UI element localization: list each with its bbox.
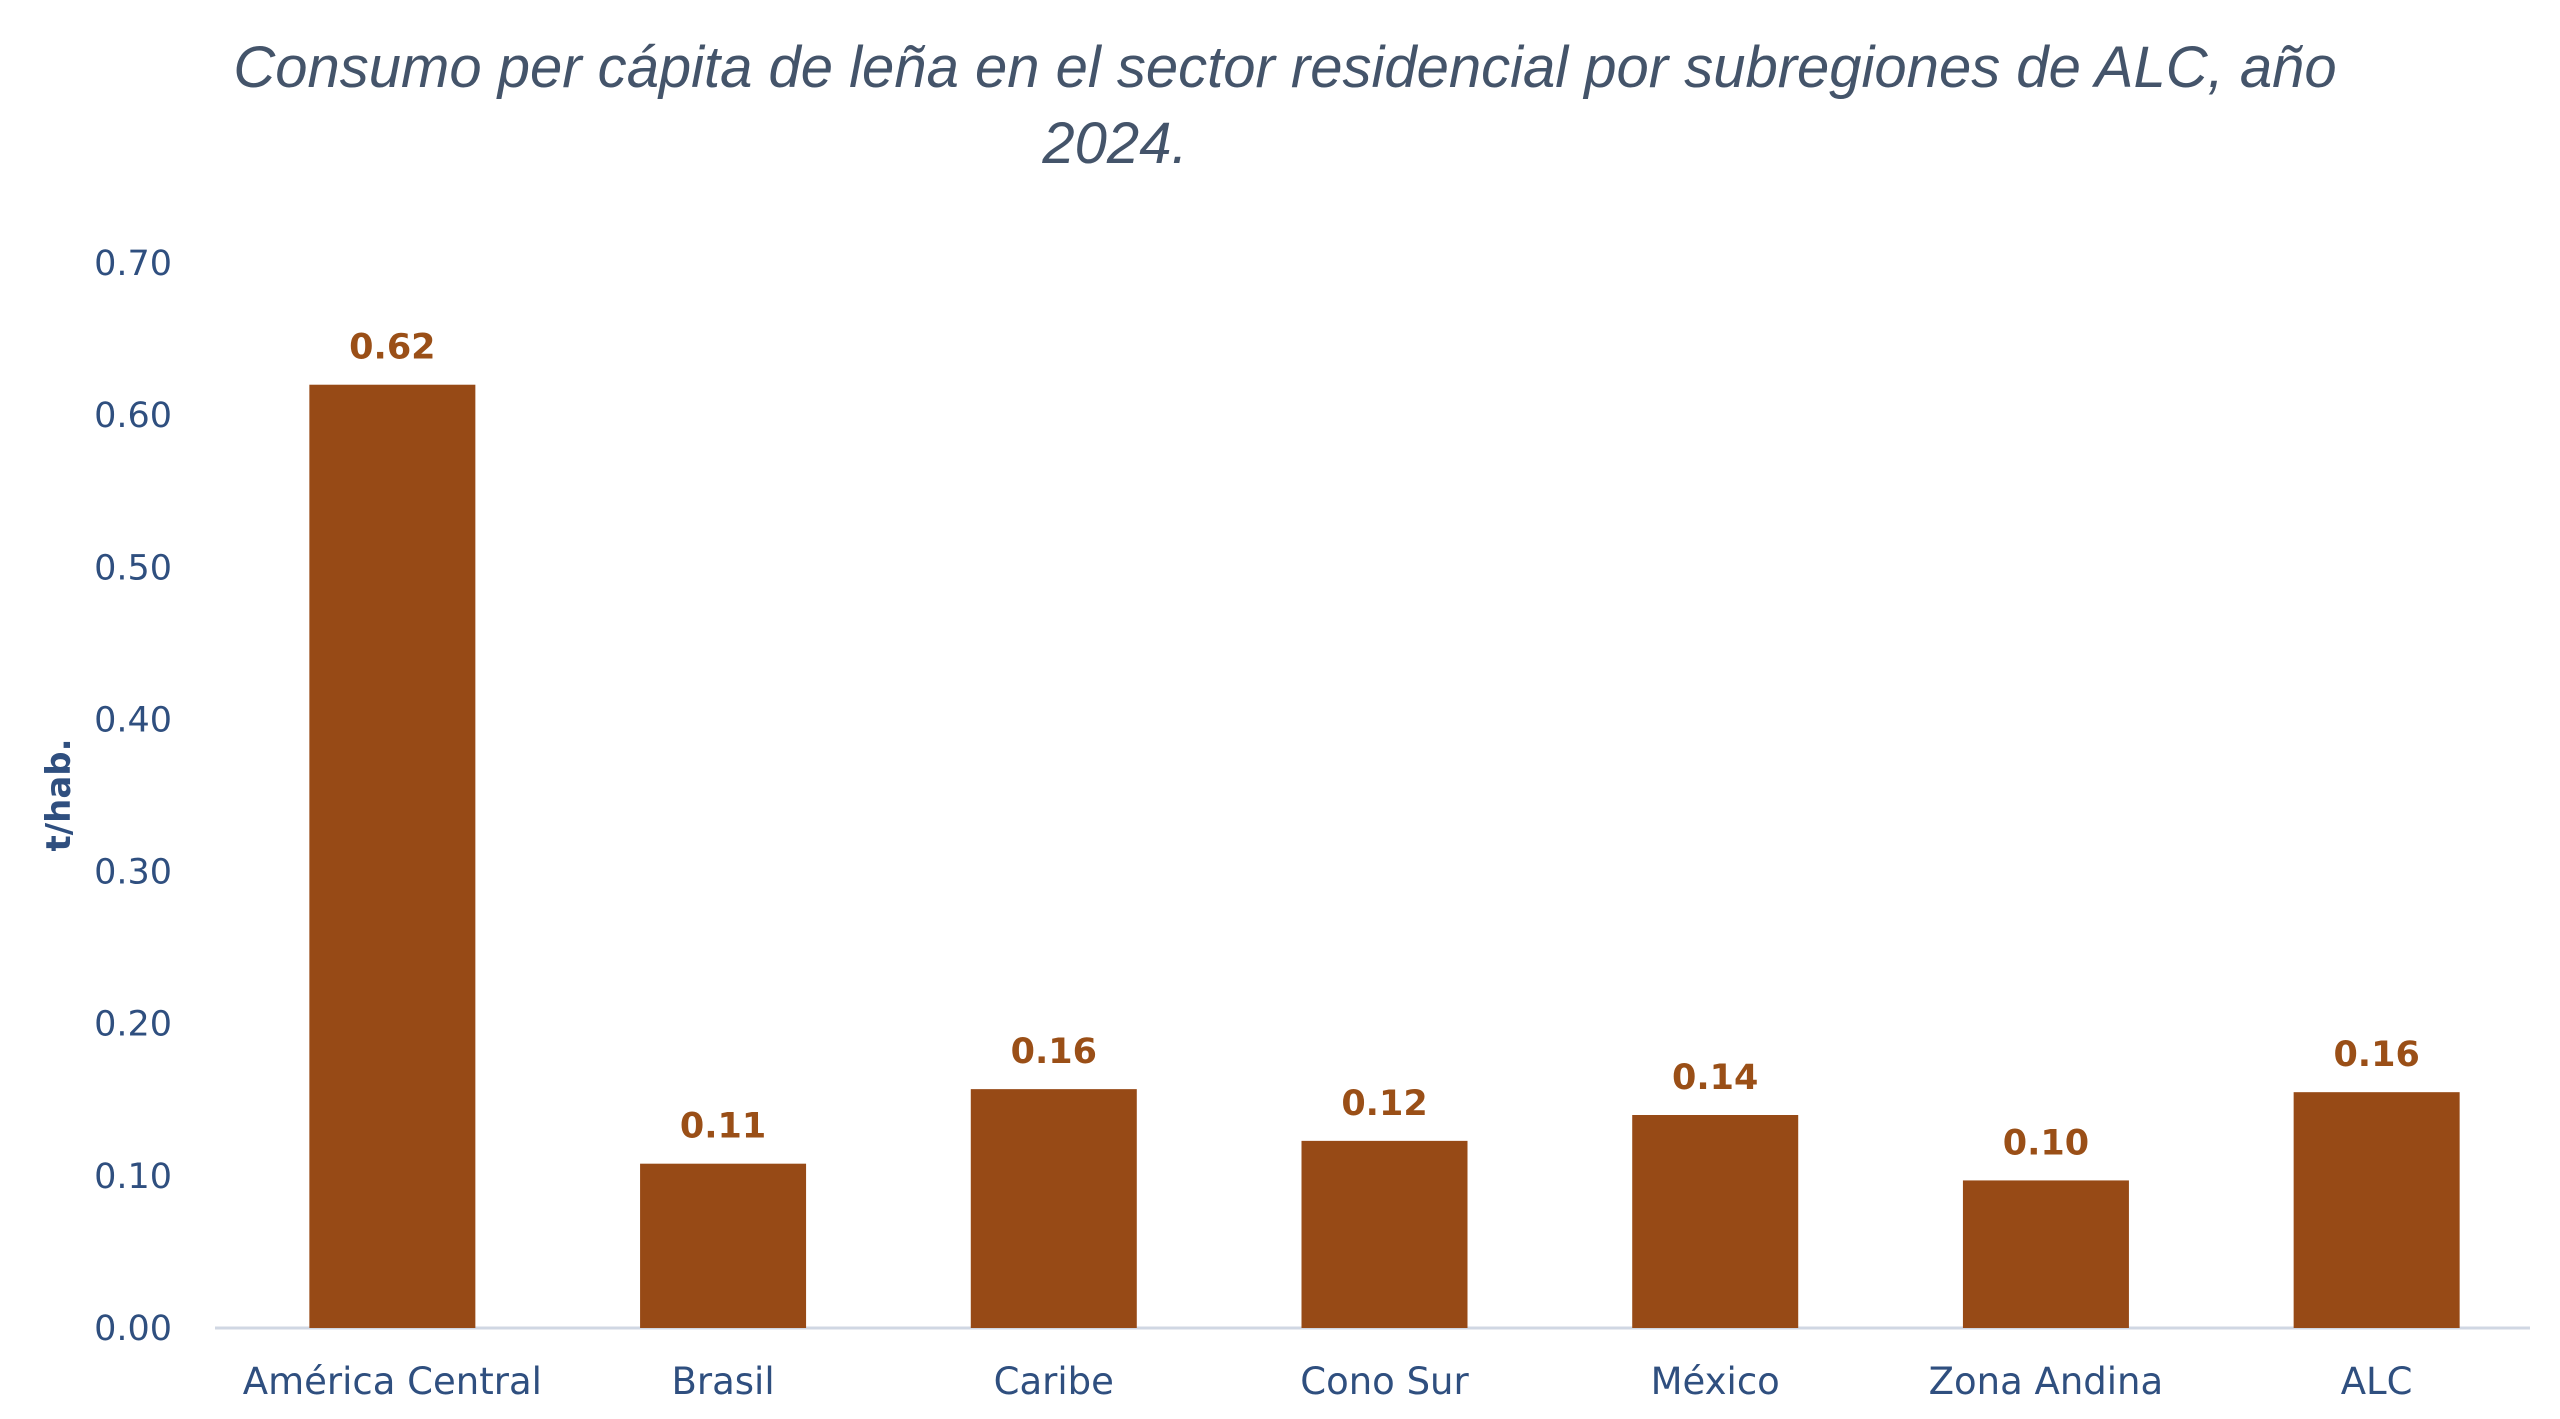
y-tick-label: 0.60 (94, 396, 172, 436)
data-label: 0.10 (2003, 1123, 2089, 1163)
data-label: 0.16 (2333, 1035, 2419, 1075)
y-axis-ticks: 0.00 0.10 0.20 0.30 0.40 0.50 0.60 0.70 (94, 244, 172, 1349)
data-label: 0.12 (1341, 1084, 1427, 1124)
data-labels: 0.62 0.11 0.16 0.12 0.14 0.10 0.16 (349, 328, 2420, 1164)
x-category-label: Zona Andina (1929, 1360, 2164, 1403)
y-axis-label: t/hab. (39, 738, 79, 851)
bar-alc (2293, 1092, 2460, 1328)
y-tick-label: 0.20 (94, 1005, 172, 1045)
chart-title-line1: Consumo per cápita de leña en el sector … (233, 35, 2337, 100)
x-axis-categories: América Central Brasil Caribe Cono Sur Méxic… (243, 1360, 2413, 1403)
bar-am-rica-central (309, 384, 476, 1328)
chart-title-line2: 2024. (1042, 111, 1188, 176)
bar-m-xico (1632, 1115, 1799, 1328)
data-label: 0.14 (1672, 1058, 1758, 1098)
bar-cono-sur (1301, 1140, 1468, 1328)
y-tick-label: 0.30 (94, 853, 172, 893)
y-tick-label: 0.10 (94, 1157, 172, 1197)
y-tick-label: 0.70 (94, 244, 172, 284)
bar-zona-andina (1962, 1180, 2129, 1328)
x-category-label: México (1651, 1360, 1780, 1403)
data-label: 0.16 (1011, 1032, 1097, 1072)
x-category-label: Brasil (672, 1360, 775, 1403)
x-category-label: Cono Sur (1300, 1360, 1469, 1403)
y-tick-label: 0.00 (94, 1309, 172, 1349)
x-category-label: ALC (2341, 1360, 2413, 1403)
bar-caribe (970, 1089, 1137, 1328)
y-tick-label: 0.50 (94, 548, 172, 588)
data-label: 0.11 (680, 1107, 766, 1147)
bars (309, 384, 2460, 1328)
bar-brasil (640, 1163, 807, 1328)
y-tick-label: 0.40 (94, 700, 172, 740)
chart-title: Consumo per cápita de leña en el sector … (0, 30, 2560, 182)
x-category-label: América Central (243, 1360, 542, 1403)
x-category-label: Caribe (994, 1360, 1114, 1403)
data-label: 0.62 (349, 328, 435, 368)
